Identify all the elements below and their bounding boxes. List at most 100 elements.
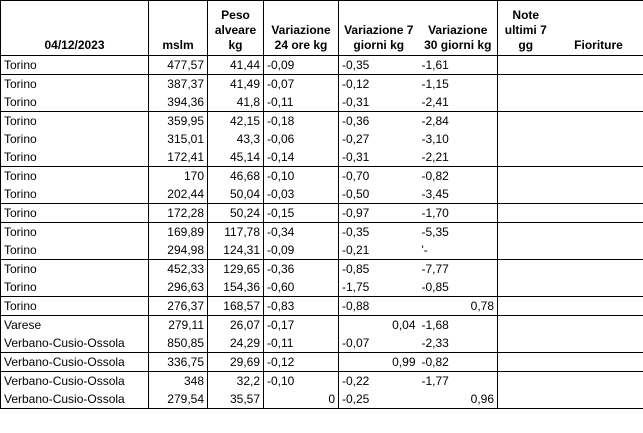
column-header-variazione-24-ore-kg[interactable]: Variazione 24 ore kg	[263, 0, 339, 56]
cell-fioriture[interactable]	[553, 241, 643, 261]
cell-variazione-24-ore-kg[interactable]: -0,14	[263, 148, 339, 168]
cell-variazione-24-ore-kg[interactable]: -0,83	[263, 296, 339, 317]
cell-variazione-7-giorni-kg[interactable]: -0,21	[338, 241, 419, 261]
cell-mslm[interactable]: 348	[148, 371, 208, 391]
cell-variazione-30-giorni-kg[interactable]: 0,96	[418, 390, 498, 410]
cell-fioriture[interactable]	[553, 55, 643, 75]
cell-peso-alveare-kg[interactable]: 168,57	[207, 296, 264, 317]
cell-peso-alveare-kg[interactable]: 43,3	[207, 130, 264, 149]
cell-mslm[interactable]: 294,98	[148, 241, 208, 261]
cell-peso-alveare-kg[interactable]: 24,29	[207, 334, 264, 354]
cell-note-ultimi-7-gg[interactable]	[497, 93, 554, 112]
cell-location[interactable]: Torino	[0, 74, 149, 93]
cell-variazione-7-giorni-kg[interactable]: -0,88	[338, 296, 419, 317]
cell-peso-alveare-kg[interactable]: 32,2	[207, 371, 264, 391]
cell-peso-alveare-kg[interactable]: 46,68	[207, 166, 264, 186]
column-header-peso-alveare-kg[interactable]: Peso alveare kg	[207, 0, 264, 56]
cell-mslm[interactable]: 850,85	[148, 334, 208, 354]
cell-peso-alveare-kg[interactable]: 41,44	[207, 55, 264, 75]
cell-variazione-24-ore-kg[interactable]: -0,60	[263, 278, 339, 298]
cell-location[interactable]: Torino	[0, 130, 149, 149]
cell-variazione-24-ore-kg[interactable]: -0,11	[263, 93, 339, 112]
cell-mslm[interactable]: 387,37	[148, 74, 208, 93]
cell-peso-alveare-kg[interactable]: 154,36	[207, 278, 264, 298]
cell-mslm[interactable]: 296,63	[148, 278, 208, 298]
cell-variazione-7-giorni-kg[interactable]: -0,31	[338, 93, 419, 112]
cell-location[interactable]: Torino	[0, 203, 149, 224]
cell-variazione-24-ore-kg[interactable]: -0,34	[263, 222, 339, 242]
cell-mslm[interactable]: 169,89	[148, 222, 208, 242]
cell-variazione-7-giorni-kg[interactable]: -0,12	[342, 77, 370, 91]
cell-note-ultimi-7-gg[interactable]	[497, 390, 554, 410]
cell-location[interactable]: Torino	[0, 259, 149, 279]
cell-note-ultimi-7-gg[interactable]	[497, 352, 554, 373]
cell-location[interactable]: Torino	[0, 185, 149, 205]
cell-peso-alveare-kg[interactable]: 41,8	[207, 93, 264, 112]
cell-mslm[interactable]: 279,11	[148, 315, 208, 335]
cell-variazione-24-ore-kg[interactable]: -0,07	[263, 74, 339, 93]
cell-note-ultimi-7-gg[interactable]	[497, 241, 554, 261]
cell-peso-alveare-kg[interactable]: 35,57	[207, 390, 264, 410]
cell-peso-alveare-kg[interactable]: 117,78	[207, 222, 264, 242]
cell-variazione-7-giorni-kg[interactable]: -0,22	[342, 374, 370, 389]
cell-location[interactable]: Torino	[0, 166, 149, 186]
cell-peso-alveare-kg[interactable]: 50,24	[207, 203, 264, 224]
column-header-variazione-30-giorni-kg[interactable]: Variazione 30 giorni kg	[418, 0, 498, 56]
cell-peso-alveare-kg[interactable]: 42,15	[207, 111, 264, 130]
cell-location[interactable]: Torino	[0, 111, 149, 130]
cell-mslm[interactable]: 202,44	[148, 185, 208, 205]
cell-variazione-7-giorni-kg[interactable]: -0,97	[338, 203, 419, 224]
cell-mslm[interactable]: 477,57	[148, 55, 208, 75]
column-header-note-ultimi-7-gg[interactable]: Note ultimi 7 gg	[497, 0, 554, 56]
cell-fioriture[interactable]	[553, 296, 643, 317]
cell-location[interactable]: Verbano-Cusio-Ossola	[0, 334, 149, 354]
cell-variazione-30-giorni-kg[interactable]: -0,82	[418, 352, 498, 373]
cell-note-ultimi-7-gg[interactable]	[498, 260, 554, 279]
cell-variazione-7-giorni-kg[interactable]: -0,50	[338, 185, 419, 205]
cell-variazione-24-ore-kg[interactable]: -0,10	[263, 371, 339, 391]
cell-fioriture[interactable]	[554, 75, 643, 94]
cell-fioriture[interactable]	[553, 185, 643, 205]
cell-note-ultimi-7-gg[interactable]	[497, 55, 554, 75]
cell-variazione-30-giorni-kg[interactable]: -1,77	[418, 371, 498, 391]
cell-note-ultimi-7-gg[interactable]	[498, 223, 554, 242]
cell-location[interactable]: Torino	[0, 93, 149, 112]
cell-fioriture[interactable]	[554, 167, 643, 186]
cell-variazione-7-giorni-kg[interactable]: -0,07	[338, 334, 419, 354]
cell-variazione-24-ore-kg[interactable]: -0,09	[263, 241, 339, 261]
cell-variazione-30-giorni-kg[interactable]: -0,85	[418, 278, 498, 298]
cell-location[interactable]: Torino	[0, 296, 149, 317]
cell-fioriture[interactable]	[554, 372, 643, 391]
cell-note-ultimi-7-gg[interactable]	[497, 334, 554, 354]
cell-mslm[interactable]: 276,37	[148, 296, 208, 317]
cell-location[interactable]: Verbano-Cusio-Ossola	[0, 390, 149, 410]
cell-fioriture[interactable]	[553, 352, 643, 373]
cell-mslm[interactable]: 172,28	[148, 203, 208, 224]
cell-variazione-24-ore-kg[interactable]: -0,10	[263, 166, 339, 186]
cell-location[interactable]: Verbano-Cusio-Ossola	[0, 352, 149, 373]
cell-variazione-7-giorni-kg[interactable]: -0,36	[342, 114, 370, 128]
cell-fioriture[interactable]	[554, 130, 643, 148]
cell-mslm[interactable]: 394,36	[148, 93, 208, 112]
cell-note-ultimi-7-gg[interactable]	[497, 148, 554, 168]
cell-variazione-30-giorni-kg[interactable]: '-	[418, 241, 498, 261]
cell-variazione-30-giorni-kg[interactable]: -1,15	[418, 74, 498, 93]
cell-peso-alveare-kg[interactable]: 29,69	[207, 352, 264, 373]
cell-location[interactable]: Torino	[0, 278, 149, 298]
cell-variazione-30-giorni-kg[interactable]: -5,35	[418, 222, 498, 242]
cell-peso-alveare-kg[interactable]: 50,04	[207, 185, 264, 205]
cell-note-ultimi-7-gg[interactable]	[498, 130, 554, 148]
cell-location[interactable]: Varese	[0, 315, 149, 335]
cell-variazione-24-ore-kg[interactable]: -0,06	[263, 130, 339, 149]
cell-mslm[interactable]: 336,75	[148, 352, 208, 373]
cell-variazione-24-ore-kg[interactable]: -0,03	[263, 185, 339, 205]
cell-variazione-24-ore-kg[interactable]: -0,09	[263, 55, 339, 75]
cell-variazione-7-giorni-kg[interactable]: -0,31	[338, 148, 419, 168]
cell-mslm[interactable]: 170	[148, 166, 208, 186]
cell-location[interactable]: Torino	[0, 55, 149, 75]
cell-note-ultimi-7-gg[interactable]	[498, 75, 554, 94]
cell-variazione-30-giorni-kg[interactable]: -3,45	[418, 185, 498, 205]
cell-variazione-24-ore-kg[interactable]: -0,12	[263, 352, 339, 373]
cell-variazione-7-giorni-kg[interactable]: -0,35	[342, 225, 370, 240]
cell-variazione-30-giorni-kg[interactable]: -2,21	[418, 148, 498, 168]
